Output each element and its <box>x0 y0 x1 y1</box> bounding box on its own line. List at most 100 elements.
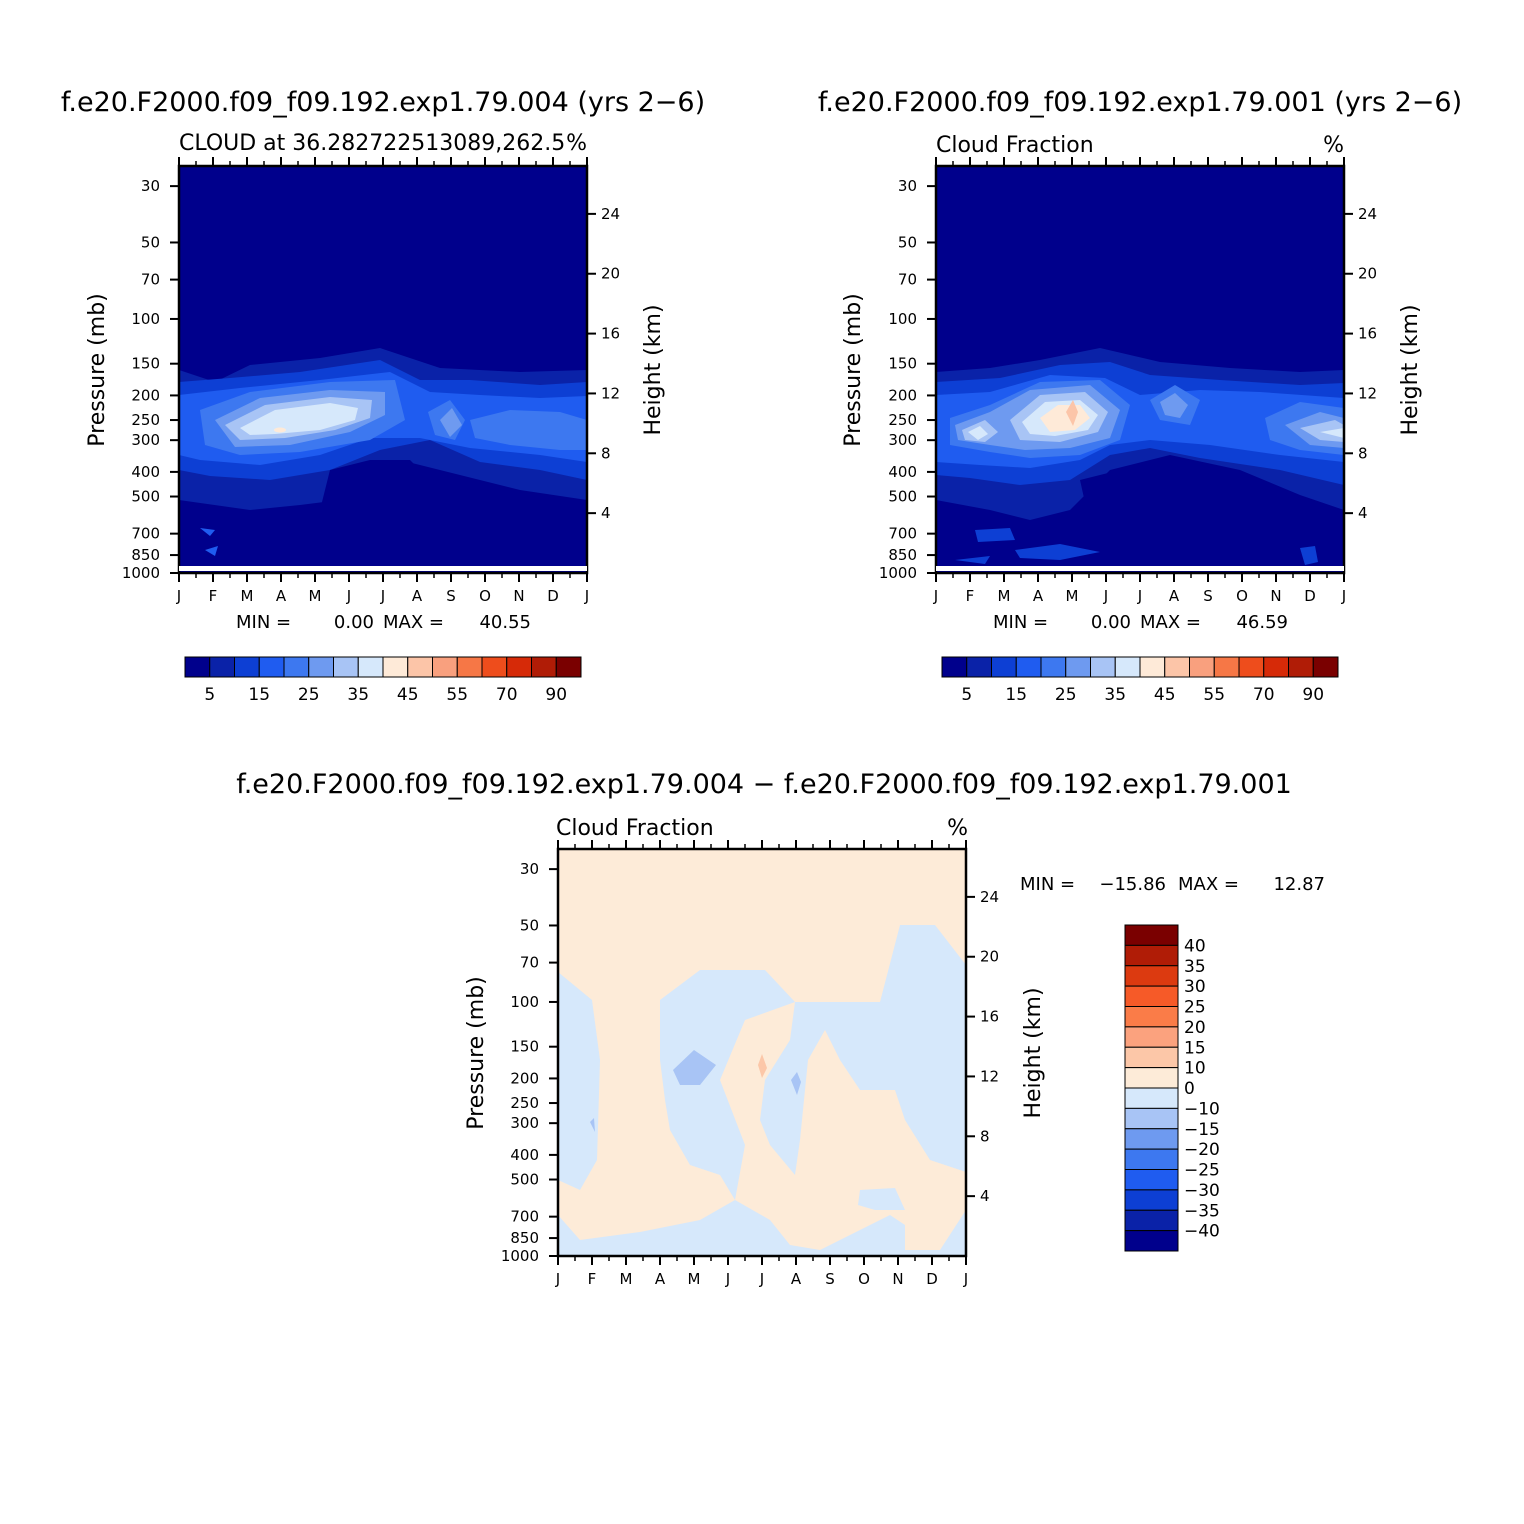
y2-tick-label: 4 <box>980 1187 990 1205</box>
panel-1-max-value: 40.55 <box>479 612 531 633</box>
y-tick-label: 700 <box>510 1208 539 1226</box>
colorbar-swatch <box>308 656 334 678</box>
y-tick-label: 500 <box>131 488 160 506</box>
x-tick-label: S <box>446 587 456 605</box>
x-tick-label: N <box>513 587 524 605</box>
panel-3-neg-15-cell <box>673 1050 716 1085</box>
colorbar-label: 35 <box>1184 957 1206 977</box>
panel-3-pos-cell <box>758 1054 767 1078</box>
panel-1-axes: J F M A M J J A S O N D J 30 50 70 100 150 200 250 300 400 500… <box>122 157 620 605</box>
colorbar-label: 25 <box>298 685 320 705</box>
y2-tick-label: 24 <box>980 888 999 906</box>
y-tick-label: 70 <box>520 954 539 972</box>
panel-1-peak <box>274 427 286 433</box>
x-tick-label: F <box>209 587 218 605</box>
x-tick-label: A <box>655 1270 666 1288</box>
colorbar-swatch <box>432 656 458 678</box>
colorbar-swatch <box>1065 656 1091 678</box>
y2-tick-label: 4 <box>1358 504 1368 522</box>
y2-tick-label: 20 <box>1358 265 1377 283</box>
y-tick-label: 700 <box>888 525 917 543</box>
y-tick-label: 100 <box>131 310 160 328</box>
colorbar-label: 40 <box>1184 936 1206 956</box>
colorbar-label: 10 <box>1184 1059 1206 1079</box>
colorbar-label: 5 <box>204 685 215 705</box>
colorbar-swatch <box>333 656 359 678</box>
colorbar-label: 70 <box>1253 685 1275 705</box>
y-tick-label: 50 <box>520 916 539 934</box>
colorbar-swatch <box>481 656 508 678</box>
panel-1-y2label: Height (km) <box>641 304 666 435</box>
y-tick-label: 250 <box>888 411 917 429</box>
panel-2-min-label: MIN = <box>993 612 1048 633</box>
y2-tick-label: 24 <box>601 205 620 223</box>
colorbar-swatch <box>1040 656 1067 678</box>
panel-2: f.e20.F2000.f09_f09.192.exp1.79.001 (yrs… <box>818 87 1462 705</box>
y-tick-label: 850 <box>510 1229 539 1247</box>
panel-1-field <box>179 166 587 573</box>
colorbar-swatch <box>1124 1107 1179 1130</box>
panel-2-max-value: 46.59 <box>1236 612 1288 633</box>
panel-1: f.e20.F2000.f09_f09.192.exp1.79.004 (yrs… <box>61 87 705 705</box>
x-tick-label: J <box>380 587 385 605</box>
colorbar-swatch <box>1124 1128 1179 1150</box>
y2-tick-label: 8 <box>1358 444 1368 462</box>
x-tick-label: J <box>176 587 181 605</box>
colorbar-label: 35 <box>347 685 369 705</box>
colorbar-label: 45 <box>1154 685 1176 705</box>
y2-tick-label: 8 <box>980 1127 990 1145</box>
colorbar-swatch <box>1124 1046 1179 1069</box>
panel-2-stats: MIN = 0.00 MAX = 46.59 <box>993 612 1288 633</box>
colorbar-swatch <box>1124 1067 1179 1089</box>
panel-1-ylabel: Pressure (mb) <box>85 293 110 447</box>
y-tick-label: 70 <box>898 271 917 289</box>
y-tick-label: 300 <box>510 1114 539 1132</box>
panel-1-band-7 <box>240 403 358 435</box>
y-tick-label: 30 <box>520 860 539 878</box>
panel-1-min-value: 0.00 <box>334 612 374 633</box>
panel-2-units: % <box>1323 133 1344 158</box>
colorbar-swatch <box>1312 656 1339 678</box>
x-tick-label: S <box>1203 587 1213 605</box>
x-tick-label: F <box>966 587 975 605</box>
panel-2-axes: J F M A M J J A S O N D J 30 50 70 100 150 200 250 300 400 500… <box>879 157 1377 605</box>
colorbar-swatch <box>1288 656 1314 678</box>
x-tick-label: S <box>825 1270 835 1288</box>
panel-3: f.e20.F2000.f09_f09.192.exp1.79.004 − f.… <box>236 769 1325 1288</box>
y-tick-label: 150 <box>510 1038 539 1056</box>
x-tick-label: F <box>588 1270 597 1288</box>
colorbar-swatch <box>1263 656 1289 678</box>
colorbar-swatch <box>1114 656 1141 678</box>
y-tick-label: 1000 <box>122 564 160 582</box>
x-tick-label: M <box>241 587 254 605</box>
colorbar-label: −15 <box>1184 1120 1220 1140</box>
panel-1-title: f.e20.F2000.f09_f09.192.exp1.79.004 (yrs… <box>61 87 705 118</box>
colorbar-label: 70 <box>496 685 518 705</box>
colorbar-swatch <box>1124 965 1179 987</box>
colorbar-swatch <box>258 656 285 678</box>
y-tick-label: 1000 <box>879 564 917 582</box>
colorbar-swatch <box>234 656 260 678</box>
panel-3-neg-central <box>660 970 795 1200</box>
colorbar-swatch <box>531 656 557 678</box>
x-tick-label: D <box>1304 587 1316 605</box>
panel-2-colorbar: 5 15 25 35 45 55 70 90 <box>941 656 1339 705</box>
x-tick-label: D <box>547 587 559 605</box>
x-tick-label: J <box>1103 587 1108 605</box>
y-tick-label: 30 <box>141 177 160 195</box>
panel-1-stats: MIN = 0.00 MAX = 40.55 <box>236 612 531 633</box>
x-tick-label: M <box>309 587 322 605</box>
panel-2-small-cells <box>955 528 1318 565</box>
colorbar-label: −30 <box>1184 1181 1220 1201</box>
colorbar-swatch <box>1189 656 1215 678</box>
panel-2-peak <box>1066 400 1078 426</box>
y-tick-label: 850 <box>131 546 160 564</box>
x-tick-label: M <box>688 1270 701 1288</box>
colorbar-label: 90 <box>545 685 567 705</box>
colorbar-swatch <box>382 656 409 678</box>
panel-2-lower-dark <box>936 465 1344 573</box>
y-tick-label: 150 <box>131 355 160 373</box>
x-tick-label: J <box>584 587 589 605</box>
panel-3-neg-east <box>760 925 966 1175</box>
colorbar-swatch <box>1124 1169 1179 1191</box>
